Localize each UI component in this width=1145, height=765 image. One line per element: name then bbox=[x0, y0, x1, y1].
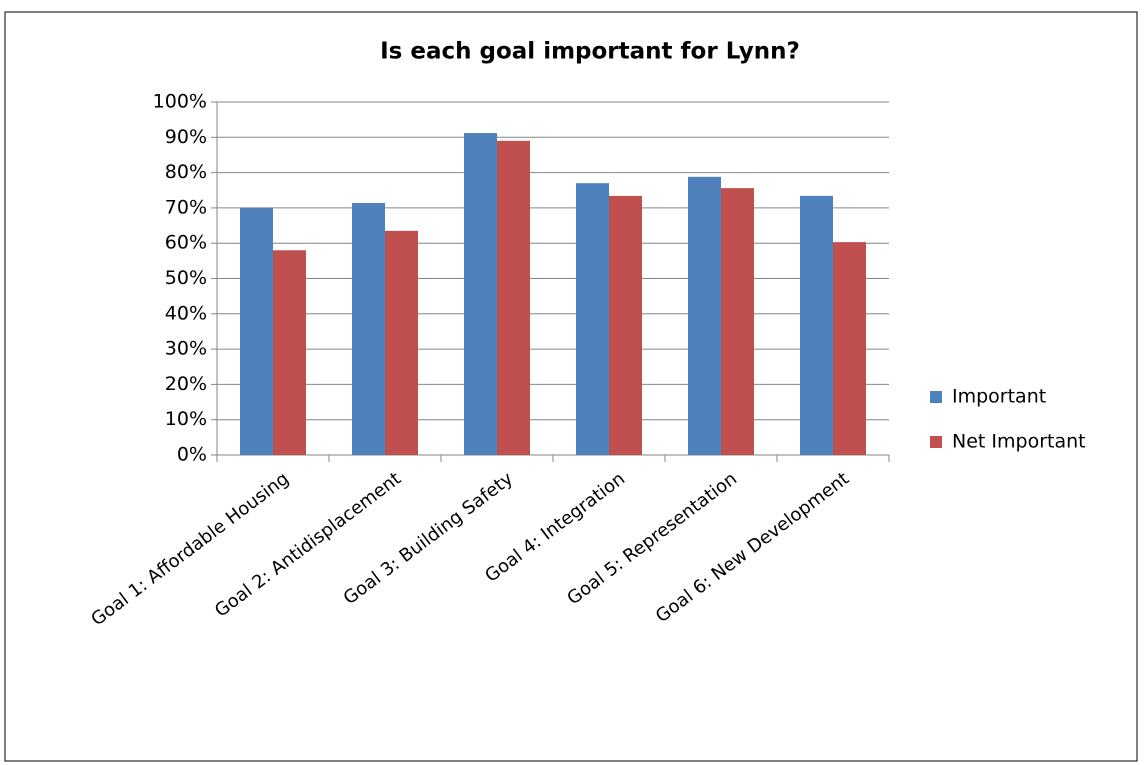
bar bbox=[385, 230, 418, 455]
y-tick-label: 30% bbox=[165, 338, 207, 360]
y-tick-label: 20% bbox=[165, 373, 207, 395]
y-tick-label: 50% bbox=[165, 267, 207, 289]
chart-title: Is each goal important for Lynn? bbox=[380, 39, 800, 65]
bar bbox=[352, 202, 385, 455]
y-tick-label: 80% bbox=[165, 161, 207, 183]
bar bbox=[464, 133, 497, 455]
legend-swatch bbox=[930, 436, 942, 448]
bar bbox=[240, 207, 273, 455]
y-tick-label: 10% bbox=[165, 408, 207, 430]
y-tick-label: 100% bbox=[153, 91, 207, 113]
bar bbox=[721, 188, 754, 455]
bar bbox=[609, 195, 642, 455]
y-tick-label: 90% bbox=[165, 126, 207, 148]
y-tick-label: 40% bbox=[165, 302, 207, 324]
y-tick-label: 60% bbox=[165, 232, 207, 254]
bar bbox=[800, 195, 833, 455]
bar bbox=[273, 250, 306, 455]
y-tick-label: 0% bbox=[177, 444, 207, 466]
bar bbox=[688, 176, 721, 455]
legend-swatch bbox=[930, 391, 942, 403]
legend-label: Net Important bbox=[952, 431, 1086, 453]
bar bbox=[497, 140, 530, 455]
bar bbox=[833, 242, 866, 455]
bar bbox=[576, 183, 609, 455]
legend-label: Important bbox=[952, 386, 1046, 408]
y-tick-label: 70% bbox=[165, 196, 207, 218]
